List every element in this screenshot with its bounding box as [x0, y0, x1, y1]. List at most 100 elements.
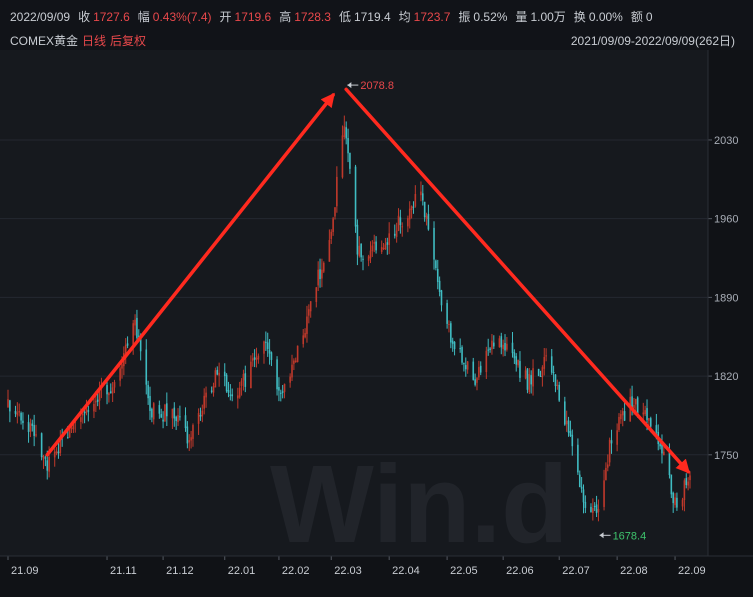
candle-body — [590, 506, 592, 513]
candle-body — [610, 440, 613, 444]
x-tick-label: 22.05 — [450, 565, 478, 577]
candle-body — [545, 355, 547, 357]
candles — [7, 115, 691, 522]
candle-body — [160, 414, 163, 418]
candle-body — [27, 421, 30, 432]
candle-body — [375, 241, 377, 251]
candle-body — [649, 418, 652, 427]
candle-body — [500, 336, 503, 348]
instrument-name[interactable]: COMEX黄金 — [10, 34, 79, 48]
candle-body — [255, 357, 258, 360]
stat-label: 开 — [219, 10, 232, 24]
candle-body — [184, 415, 187, 429]
candle-body — [569, 431, 572, 436]
candle-body — [190, 437, 192, 441]
candle-body — [177, 415, 179, 423]
candle-body — [83, 411, 86, 414]
candle-body — [68, 428, 71, 438]
candle-body — [108, 393, 110, 396]
candle-body — [55, 451, 58, 454]
x-tick-label: 22.02 — [282, 565, 310, 577]
candle-body — [343, 126, 346, 138]
candle-body — [689, 475, 691, 481]
candle-body — [382, 247, 385, 249]
candle-body — [608, 439, 611, 463]
x-tick-label: 22.06 — [506, 565, 534, 577]
candle-body — [257, 355, 260, 360]
candle-body — [341, 135, 344, 178]
candle-body — [642, 412, 645, 415]
candle-body — [399, 217, 402, 226]
candle-body — [511, 342, 514, 354]
candle-body — [550, 356, 553, 373]
candle-body — [412, 206, 415, 208]
candle-body — [592, 508, 594, 513]
candle-body — [414, 193, 417, 207]
candle-body — [487, 349, 490, 351]
x-tick-label: 21.11 — [110, 565, 137, 577]
candle-body — [80, 417, 82, 422]
date-range-label: 2021/09/09-2022/09/09(262日) — [570, 34, 735, 48]
candle-body — [644, 410, 646, 415]
candle-body — [539, 376, 542, 378]
candle-body — [175, 416, 177, 421]
candle-body — [321, 269, 323, 279]
candle-body — [618, 416, 620, 430]
candle-body — [330, 231, 333, 240]
candle-body — [685, 478, 688, 486]
stat-value: 1727.6 — [93, 10, 130, 24]
candle-body — [683, 480, 686, 501]
candle-body — [66, 437, 69, 439]
candle-body — [537, 368, 540, 376]
candle-body — [111, 387, 114, 394]
candle-body — [242, 373, 245, 381]
candle-body — [139, 337, 142, 352]
candle-body — [214, 370, 217, 388]
candle-body — [227, 390, 230, 393]
candle-body — [53, 451, 56, 458]
candle-body — [119, 368, 121, 381]
annotation-label: 2078.8 — [360, 80, 394, 92]
candle-body — [72, 421, 75, 430]
candle-body — [278, 387, 280, 391]
candle-body — [173, 407, 176, 419]
candle-body — [425, 215, 428, 220]
candle-body — [294, 360, 297, 363]
candle-body — [201, 410, 204, 417]
candle-body — [179, 416, 181, 418]
adjust-label[interactable]: 后复权 — [110, 34, 147, 48]
candle-body — [152, 403, 155, 420]
candle-body — [113, 382, 116, 388]
candle-body — [35, 434, 37, 436]
candle-body — [401, 226, 404, 228]
candle-body — [317, 269, 319, 286]
candle-body — [543, 357, 546, 369]
trend-arrow — [45, 92, 335, 457]
candle-body — [29, 423, 32, 432]
candle-body — [266, 342, 269, 350]
candle-body — [633, 405, 635, 409]
candle-body — [20, 412, 22, 421]
stats-row: 2022/09/09 收 1727.6 幅 0.43%(7.4) 开 1719.6 高 1728… — [10, 8, 661, 25]
stat-value: 0.52% — [473, 10, 508, 24]
candle-body — [621, 411, 624, 416]
candle-body — [367, 256, 370, 261]
candle-body — [106, 385, 108, 395]
period-label[interactable]: 日线 — [82, 34, 107, 48]
stat-item: 幅 0.43%(7.4) — [138, 10, 212, 24]
candle-body — [582, 489, 585, 503]
trend-arrow — [344, 87, 690, 474]
candle-body — [491, 340, 493, 350]
candle-body — [464, 365, 467, 370]
candle-body — [244, 373, 247, 387]
candle-body — [302, 335, 305, 345]
candle-body — [506, 343, 508, 350]
candle-body — [435, 260, 437, 269]
y-tick-label: 2030 — [714, 135, 738, 147]
candle-body — [395, 230, 398, 237]
watermark-text: Win.d — [270, 443, 568, 566]
candle-body — [451, 340, 454, 344]
candle-body — [197, 413, 200, 424]
candle-body — [663, 451, 665, 455]
